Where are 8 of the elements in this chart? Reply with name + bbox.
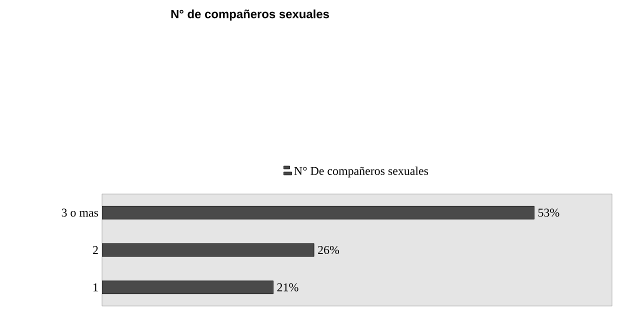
data-label: 53% bbox=[538, 208, 560, 217]
chart-title: N° de compañeros sexuales bbox=[171, 10, 329, 21]
y-tick-label: 3 o mas bbox=[62, 208, 98, 217]
y-tick-label: 1 bbox=[94, 283, 98, 292]
data-label: 21% bbox=[277, 283, 298, 292]
legend-label: N° De compañeros sexuales bbox=[294, 166, 428, 178]
data-label: 26% bbox=[318, 246, 340, 254]
y-tick-label: 2 bbox=[93, 246, 98, 254]
